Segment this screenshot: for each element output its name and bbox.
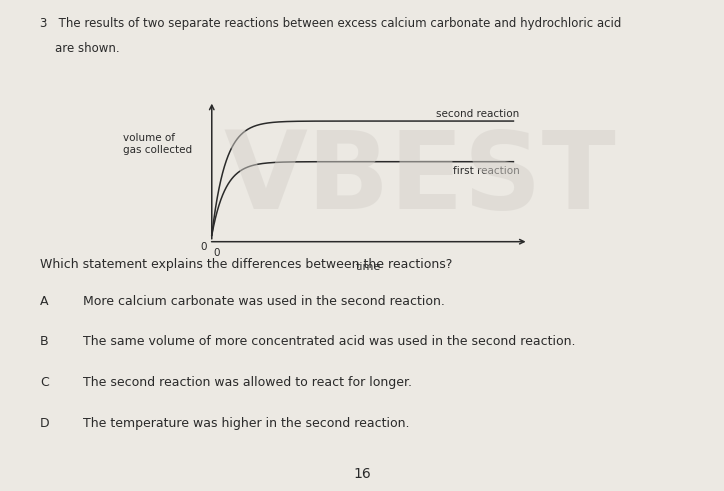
Text: D: D bbox=[40, 417, 49, 430]
Text: time: time bbox=[356, 262, 382, 272]
Text: 0: 0 bbox=[201, 243, 207, 252]
Text: 16: 16 bbox=[353, 467, 371, 481]
Text: second reaction: second reaction bbox=[437, 109, 520, 118]
Text: 3   The results of two separate reactions between excess calcium carbonate and h: 3 The results of two separate reactions … bbox=[40, 17, 621, 30]
Text: are shown.: are shown. bbox=[40, 42, 119, 55]
Text: first reaction: first reaction bbox=[452, 165, 520, 175]
Text: Which statement explains the differences between the reactions?: Which statement explains the differences… bbox=[40, 258, 452, 271]
Text: A: A bbox=[40, 295, 49, 307]
Text: volume of
gas collected: volume of gas collected bbox=[123, 133, 192, 155]
Text: B: B bbox=[40, 335, 49, 348]
Text: The temperature was higher in the second reaction.: The temperature was higher in the second… bbox=[83, 417, 410, 430]
Text: VBEST: VBEST bbox=[224, 126, 616, 232]
Text: The second reaction was allowed to react for longer.: The second reaction was allowed to react… bbox=[83, 376, 412, 389]
Text: The same volume of more concentrated acid was used in the second reaction.: The same volume of more concentrated aci… bbox=[83, 335, 576, 348]
Text: More calcium carbonate was used in the second reaction.: More calcium carbonate was used in the s… bbox=[83, 295, 445, 307]
Text: C: C bbox=[40, 376, 49, 389]
Text: 0: 0 bbox=[214, 248, 220, 258]
